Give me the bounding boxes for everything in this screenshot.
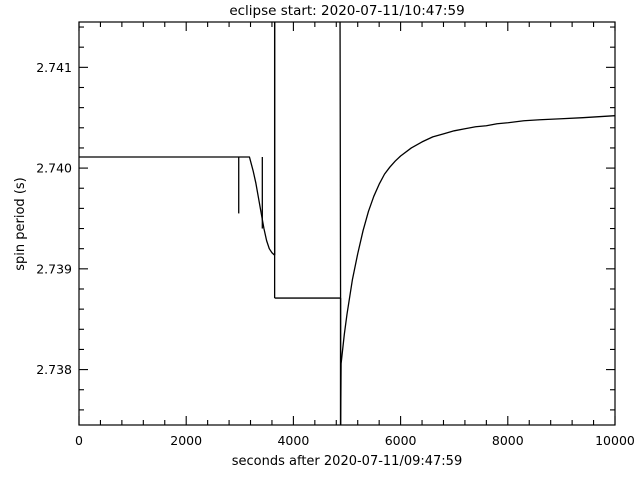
y-tick-label: 2.739 xyxy=(36,261,72,276)
axes-frame xyxy=(78,21,616,426)
x-axis-label: seconds after 2020-07-11/09:47:59 xyxy=(232,454,462,469)
y-axis-ticks xyxy=(79,26,615,411)
chart-title: eclipse start: 2020-07-11/10:47:59 xyxy=(229,3,464,19)
y-axis-label: spin period (s) xyxy=(13,177,28,270)
x-axis-ticks xyxy=(78,22,616,425)
data-line xyxy=(79,22,615,425)
x-tick-label: 6000 xyxy=(385,433,417,448)
x-axis-tick-labels: 0 2000 4000 6000 8000 10000 xyxy=(75,433,635,448)
data-series-group xyxy=(79,22,615,425)
x-tick-label: 10000 xyxy=(595,433,635,448)
x-tick-label: 4000 xyxy=(277,433,309,448)
y-tick-label: 2.740 xyxy=(36,161,72,176)
x-tick-label: 8000 xyxy=(492,433,524,448)
x-tick-label: 0 xyxy=(75,433,83,448)
y-axis-tick-labels: 2.738 2.739 2.740 2.741 xyxy=(36,60,72,377)
x-tick-label: 2000 xyxy=(170,433,202,448)
y-tick-label: 2.738 xyxy=(36,362,72,377)
y-tick-label: 2.741 xyxy=(36,60,72,75)
